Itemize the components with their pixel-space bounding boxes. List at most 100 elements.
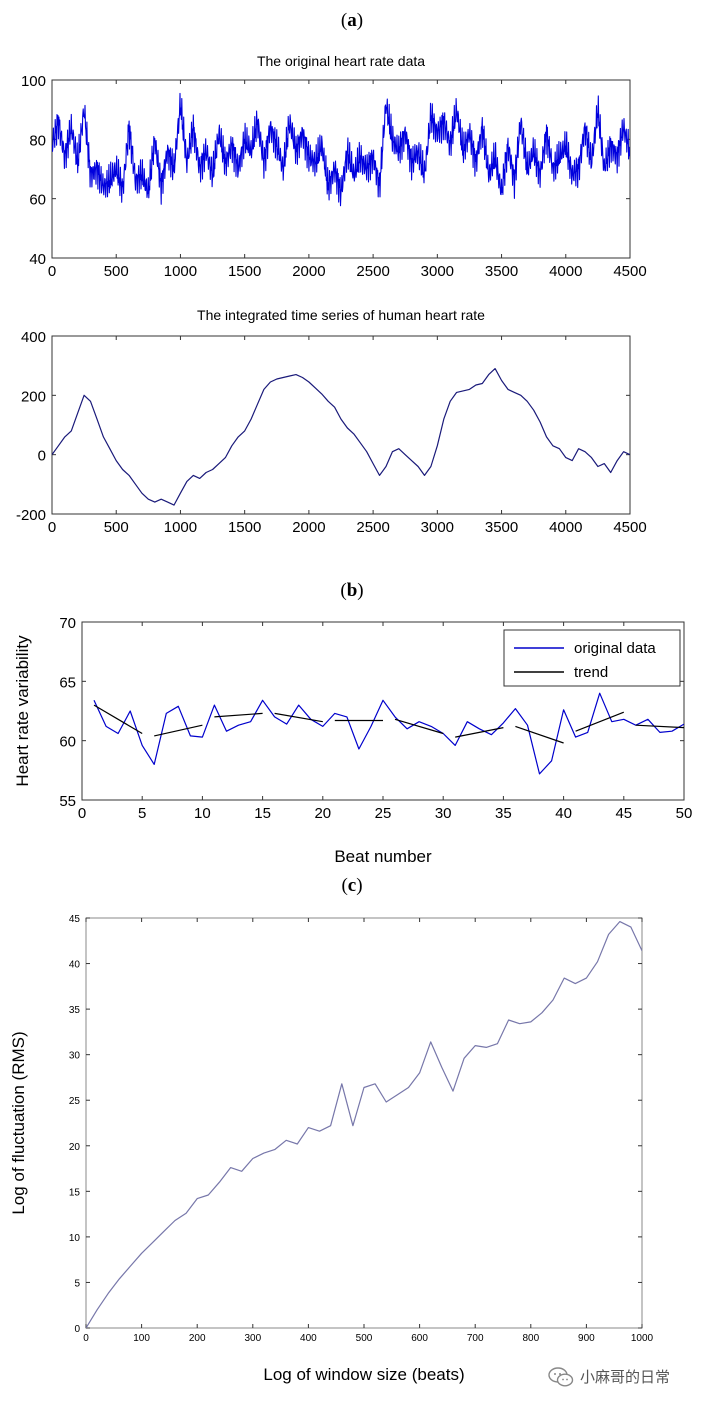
y-tick-label: 55: [59, 793, 76, 810]
panel-b-letter: b: [346, 580, 358, 601]
x-tick-label: 700: [467, 1333, 484, 1344]
y-tick-label: 200: [21, 388, 46, 405]
y-tick-label: 400: [21, 329, 46, 346]
panel-b-label: (b): [340, 580, 364, 601]
trend-segment: [93, 704, 143, 735]
y-tick-label: 0: [38, 448, 46, 465]
x-tick-label: 0: [48, 519, 56, 536]
x-tick-label: 5: [138, 805, 146, 822]
x-tick-label: 500: [104, 519, 129, 536]
y-tick-label: 100: [21, 73, 46, 90]
x-tick-label: 35: [495, 805, 512, 822]
series-line-heart-rate: [52, 92, 630, 207]
x-tick-label: 800: [522, 1333, 539, 1344]
x-tick-label: 4500: [613, 519, 646, 536]
watermark-text: 小麻哥的日常: [580, 1368, 671, 1386]
trend-segment: [575, 711, 625, 732]
x-tick-label: 0: [83, 1333, 89, 1344]
x-tick-label: 500: [104, 263, 129, 280]
x-axis-label: Log of window size (beats): [263, 1365, 464, 1384]
x-tick-label: 2500: [356, 519, 389, 536]
trend-segment: [635, 724, 684, 729]
trend-segment: [274, 712, 323, 723]
chart-b: 0 5 10 15 20 25 30 35 40 45 50 55 60 65 70 Beat number H…: [13, 615, 692, 866]
panel-c-label: (c): [341, 875, 363, 896]
chart-a2: 0 500 1000 1500 2000 2500 3000 3500 4000 4500-200…: [16, 307, 647, 536]
plot-area-a1: [51, 79, 631, 259]
x-tick-label: 30: [435, 805, 452, 822]
plot-area-c: [85, 917, 643, 1329]
legend-entry: trend: [574, 664, 608, 681]
chart-title: The integrated time series of human hear…: [197, 307, 485, 323]
x-tick-label: 1000: [164, 519, 197, 536]
plot-area-a2: [51, 335, 631, 515]
x-tick-label: 100: [133, 1333, 150, 1344]
x-tick-label: 3500: [485, 519, 518, 536]
panel-a-letter: a: [347, 10, 357, 31]
legend-box: [503, 629, 681, 687]
trend-segment: [394, 718, 444, 735]
y-tick-label: 60: [59, 734, 76, 751]
y-tick-label: 10: [69, 1233, 81, 1244]
x-tick-label: 400: [300, 1333, 317, 1344]
y-tick-label: 70: [59, 615, 76, 632]
x-tick-label: 10: [194, 805, 211, 822]
y-tick-label: 35: [69, 1005, 81, 1016]
chart-title: The original heart rate data: [257, 53, 425, 69]
series-line-integrated-series: [52, 368, 630, 506]
x-tick-label: 2000: [292, 519, 325, 536]
x-tick-label: 20: [314, 805, 331, 822]
y-tick-label: 80: [29, 132, 46, 149]
x-tick-label: 2500: [356, 263, 389, 280]
x-tick-label: 300: [244, 1333, 261, 1344]
x-tick-label: 4500: [613, 263, 646, 280]
y-axis-label: Heart rate variability: [13, 635, 32, 787]
y-tick-label: 15: [69, 1187, 81, 1198]
x-tick-label: 1500: [228, 519, 261, 536]
y-tick-label: 40: [29, 251, 46, 268]
series-group: [93, 692, 684, 775]
series-line-fluctuation: [86, 921, 642, 1328]
x-tick-label: 50: [676, 805, 693, 822]
legend: original data trend: [503, 629, 681, 687]
x-tick-label: 900: [578, 1333, 595, 1344]
x-axis-label: Beat number: [334, 847, 432, 866]
x-tick-label: 1500: [228, 263, 261, 280]
y-tick-label: 60: [29, 192, 46, 209]
x-tick-label: 45: [615, 805, 632, 822]
y-tick-label: 45: [69, 914, 81, 925]
y-tick-label: -200: [16, 507, 46, 524]
panel-a-label: (a): [340, 10, 364, 31]
series-group: [52, 368, 630, 506]
y-axis-label: Log of fluctuation (RMS): [9, 1031, 28, 1214]
x-tick-label: 15: [254, 805, 271, 822]
x-tick-label: 2000: [292, 263, 325, 280]
legend-entry: original data: [574, 640, 656, 657]
y-tick-label: 65: [59, 674, 76, 691]
y-tick-label: 0: [74, 1324, 80, 1335]
x-tick-label: 3500: [485, 263, 518, 280]
chart-a1: 0 500 1000 1500 2000 2500 3000 3500 4000 4500 40 60…: [21, 53, 647, 280]
x-tick-label: 4000: [549, 263, 582, 280]
wechat-icon: [548, 1366, 574, 1387]
y-tick-label: 40: [69, 960, 81, 971]
x-tick-label: 25: [375, 805, 392, 822]
trend-segment: [154, 724, 203, 737]
x-tick-label: 1000: [631, 1333, 654, 1344]
x-tick-label: 600: [411, 1333, 428, 1344]
x-tick-label: 3000: [421, 263, 454, 280]
y-tick-label: 30: [69, 1051, 81, 1062]
x-tick-label: 200: [189, 1333, 206, 1344]
x-tick-label: 4000: [549, 519, 582, 536]
y-tick-label: 5: [74, 1278, 80, 1289]
series-group: [52, 92, 630, 207]
x-tick-label: 3000: [421, 519, 454, 536]
series-line-original-data: [93, 692, 684, 775]
trend-segment: [515, 725, 564, 744]
y-tick-label: 25: [69, 1096, 81, 1107]
x-tick-label: 0: [48, 263, 56, 280]
y-tick-label: 20: [69, 1142, 81, 1153]
trend-segment: [455, 727, 504, 738]
series-group: [86, 921, 642, 1328]
